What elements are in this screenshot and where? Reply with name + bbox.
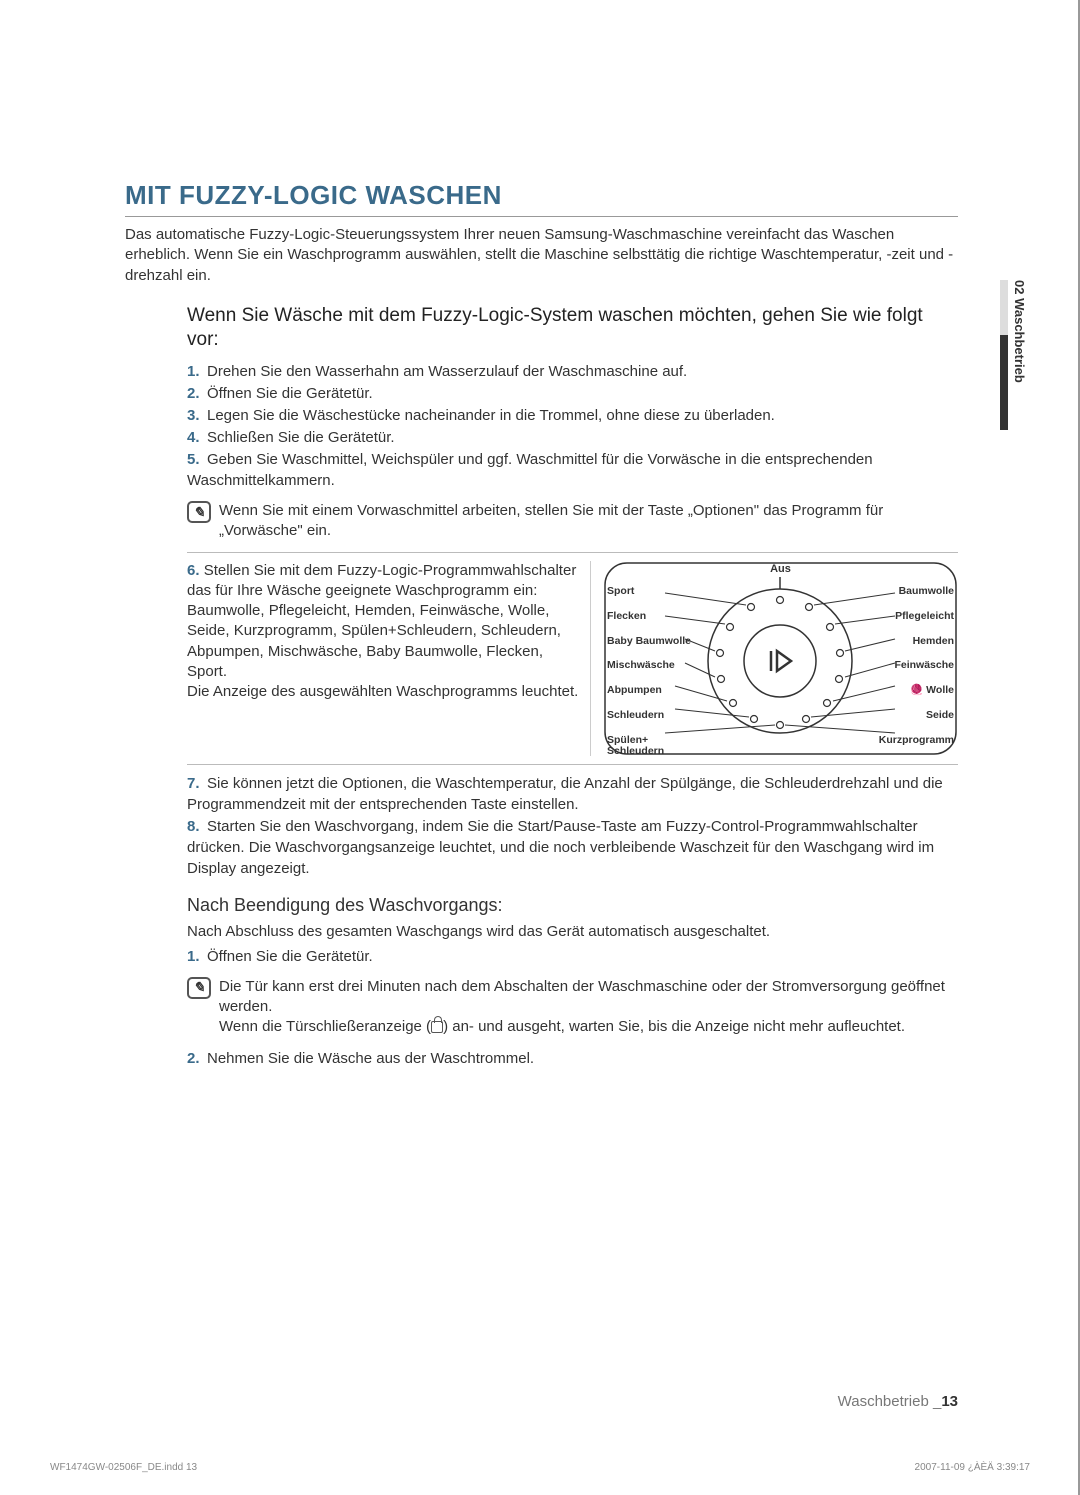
dial-label: Abpumpen: [607, 678, 691, 703]
step-item: 2.Öffnen Sie die Gerätetür.: [187, 383, 958, 404]
separator: [187, 552, 958, 553]
steps-list-2: 7.Sie können jetzt die Optionen, die Was…: [187, 773, 958, 879]
dial-top-label: Aus: [603, 563, 958, 575]
dial-label: Spülen+Schleudern: [607, 728, 691, 763]
step-item: 1.Drehen Sie den Wasserhahn am Wasserzul…: [187, 361, 958, 382]
step-item: 5.Geben Sie Waschmittel, Weichspüler und…: [187, 449, 958, 491]
section-heading: MIT FUZZY-LOGIC WASCHEN: [125, 180, 958, 217]
dial-label: Pflegeleicht: [879, 604, 954, 629]
dial-label: Seide: [879, 703, 954, 728]
step-6-text: 6. Stellen Sie mit dem Fuzzy-Logic-Progr…: [187, 561, 591, 756]
note-1: ✎ Wenn Sie mit einem Vorwaschmittel arbe…: [187, 501, 958, 542]
lock-icon: [431, 1021, 443, 1033]
print-footer-right: 2007-11-09 ¿ÀÈÄ 3:39:17: [915, 1462, 1030, 1473]
separator: [187, 764, 958, 765]
dial-label: Baby Baumwolle: [607, 628, 691, 653]
dial-label: 🧶 Wolle: [879, 678, 954, 703]
program-dial-diagram: Aus: [603, 561, 958, 756]
note-2-text: Die Tür kann erst drei Minuten nach dem …: [219, 977, 958, 1038]
note-text: Wenn Sie mit einem Vorwaschmittel arbeit…: [219, 501, 958, 542]
dial-label: Sport: [607, 579, 691, 604]
intro-paragraph: Das automatische Fuzzy-Logic-Steuerungss…: [125, 225, 958, 286]
page-footer: Waschbetrieb _13: [838, 1393, 958, 1410]
dial-right-labels: BaumwollePflegeleichtHemdenFeinwäsche🧶 W…: [879, 579, 954, 753]
dial-label: Hemden: [879, 628, 954, 653]
after-step-1: Öffnen Sie die Gerätetür.: [207, 948, 373, 965]
step-item: 7.Sie können jetzt die Optionen, die Was…: [187, 773, 958, 815]
after-step-2: Nehmen Sie die Wäsche aus der Waschtromm…: [207, 1050, 534, 1067]
after-intro: Nach Abschluss des gesamten Waschgangs w…: [187, 922, 958, 942]
step-item: 4.Schließen Sie die Gerätetür.: [187, 427, 958, 448]
step-6-block: 6. Stellen Sie mit dem Fuzzy-Logic-Progr…: [187, 561, 958, 756]
print-footer-left: WF1474GW-02506F_DE.indd 13: [50, 1462, 197, 1473]
dial-label: Feinwäsche: [879, 653, 954, 678]
dial-label: Schleudern: [607, 703, 691, 728]
step-6-number: 6.: [187, 562, 200, 579]
note-2: ✎ Die Tür kann erst drei Minuten nach de…: [187, 977, 958, 1038]
print-footer: WF1474GW-02506F_DE.indd 13 2007-11-09 ¿À…: [50, 1462, 1030, 1473]
note-icon: ✎: [187, 501, 211, 523]
side-tab: 02 Waschbetrieb: [1000, 280, 1022, 430]
dial-label: Baumwolle: [879, 579, 954, 604]
procedure-heading: Wenn Sie Wäsche mit dem Fuzzy-Logic-Syst…: [187, 304, 958, 353]
step-item: 8.Starten Sie den Waschvorgang, indem Si…: [187, 816, 958, 879]
after-steps-2: 2.Nehmen Sie die Wäsche aus der Waschtro…: [187, 1048, 958, 1069]
dial-left-labels: SportFleckenBaby BaumwolleMischwäscheAbp…: [607, 579, 691, 764]
dial-label: Mischwäsche: [607, 653, 691, 678]
dial-label: Kurzprogramm: [879, 728, 954, 753]
after-steps: 1.Öffnen Sie die Gerätetür.: [187, 946, 958, 967]
side-tab-text: 02 Waschbetrieb: [1012, 280, 1027, 383]
dial-label: Flecken: [607, 604, 691, 629]
steps-list-1: 1.Drehen Sie den Wasserhahn am Wasserzul…: [187, 361, 958, 491]
step-item: 3.Legen Sie die Wäschestücke nacheinande…: [187, 405, 958, 426]
after-heading: Nach Beendigung des Waschvorgangs:: [187, 895, 958, 916]
note-icon: ✎: [187, 977, 211, 999]
